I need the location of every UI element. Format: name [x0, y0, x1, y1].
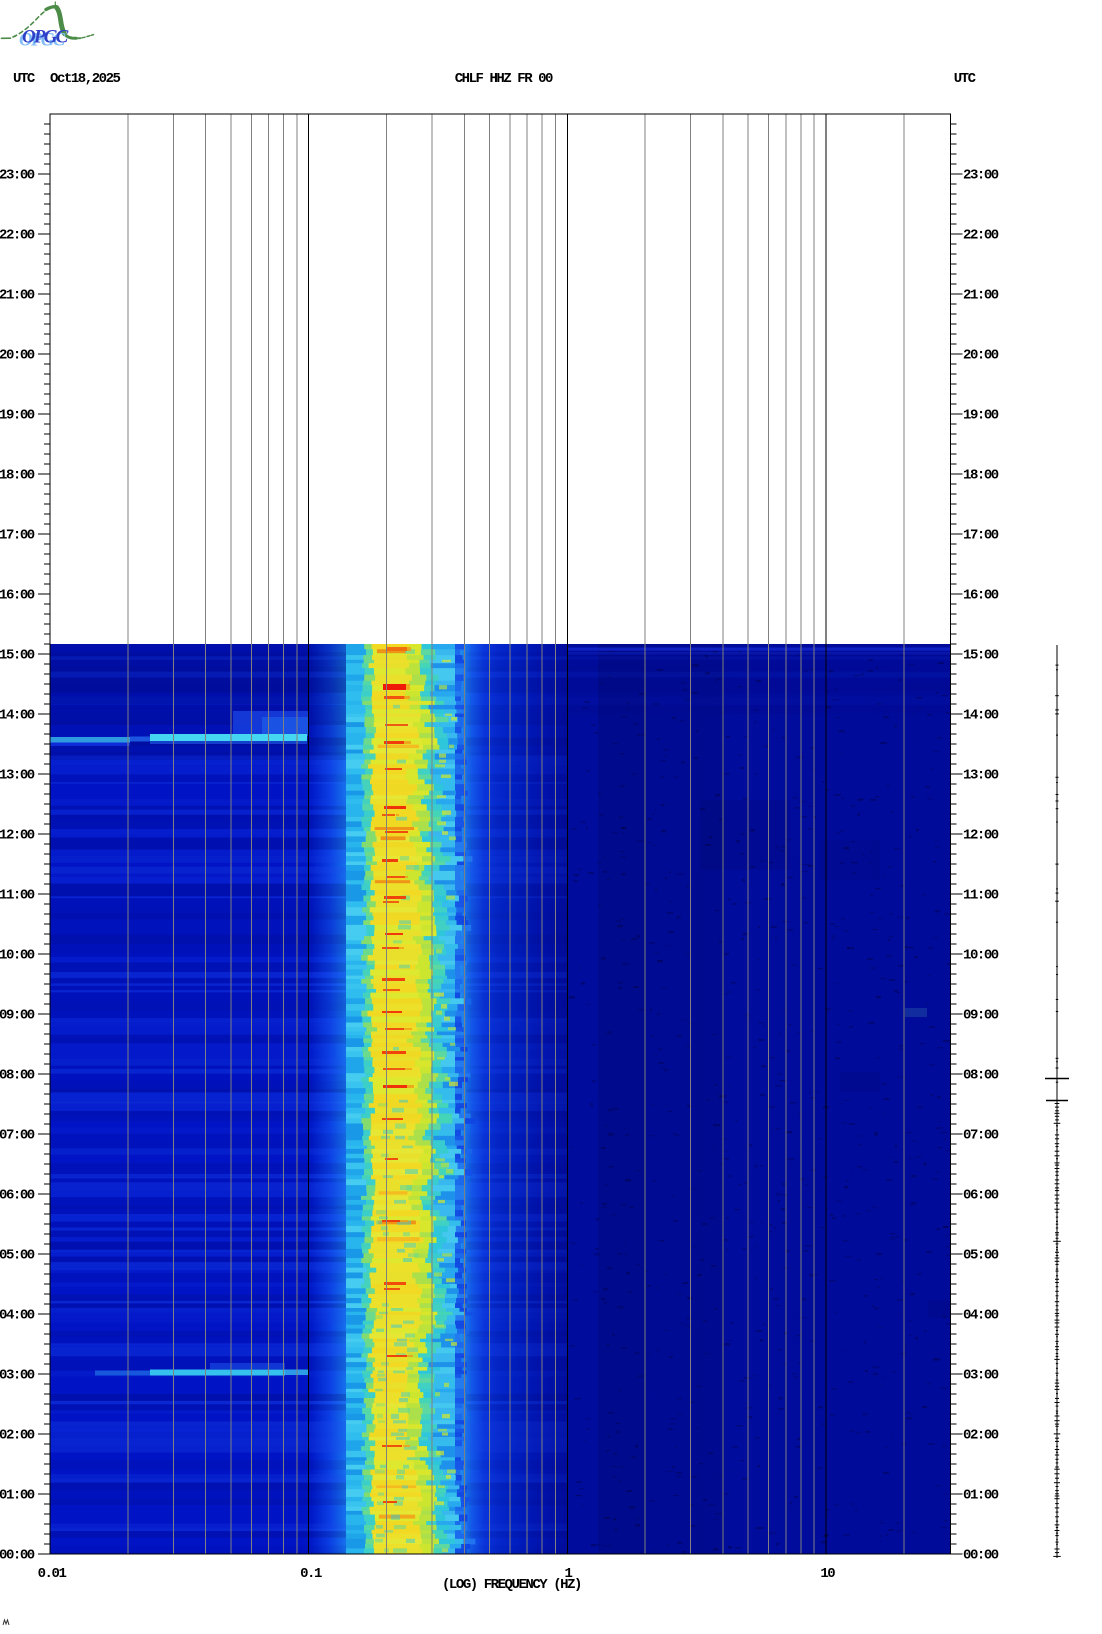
svg-text:21:00: 21:00 [0, 288, 35, 304]
svg-text:Oct18,2025: Oct18,2025 [50, 71, 121, 87]
svg-text:OPGC: OPGC [19, 29, 66, 50]
svg-text:08:00: 08:00 [0, 1068, 35, 1084]
svg-text:00:00: 00:00 [963, 1548, 999, 1564]
svg-text:UTC: UTC [954, 71, 977, 87]
svg-text:17:00: 17:00 [0, 528, 35, 544]
svg-text:09:00: 09:00 [963, 1008, 999, 1024]
svg-text:16:00: 16:00 [963, 588, 999, 604]
svg-text:07:00: 07:00 [0, 1128, 35, 1144]
svg-text:11:00: 11:00 [963, 888, 999, 904]
svg-text:17:00: 17:00 [963, 528, 999, 544]
svg-text:19:00: 19:00 [963, 408, 999, 424]
svg-text:04:00: 04:00 [0, 1308, 35, 1324]
svg-text:06:00: 06:00 [963, 1188, 999, 1204]
svg-text:10:00: 10:00 [0, 948, 35, 964]
svg-text:11:00: 11:00 [0, 888, 35, 904]
svg-text:07:00: 07:00 [963, 1128, 999, 1144]
svg-text:23:00: 23:00 [963, 168, 999, 184]
svg-text:14:00: 14:00 [0, 708, 35, 724]
svg-text:08:00: 08:00 [963, 1068, 999, 1084]
svg-text:03:00: 03:00 [963, 1368, 999, 1384]
svg-text:12:00: 12:00 [963, 828, 999, 844]
svg-text:00:00: 00:00 [0, 1548, 35, 1564]
svg-text:03:00: 03:00 [0, 1368, 35, 1384]
svg-text:02:00: 02:00 [963, 1428, 999, 1444]
svg-text:13:00: 13:00 [963, 768, 999, 784]
svg-text:OPGC: OPGC [22, 27, 69, 48]
svg-text:0.1: 0.1 [300, 1566, 322, 1582]
svg-text:02:00: 02:00 [0, 1428, 35, 1444]
svg-text:18:00: 18:00 [0, 468, 35, 484]
svg-text:14:00: 14:00 [963, 708, 999, 724]
svg-text:01:00: 01:00 [963, 1488, 999, 1504]
svg-text:10:00: 10:00 [963, 948, 999, 964]
svg-text:18:00: 18:00 [963, 468, 999, 484]
svg-text:20:00: 20:00 [963, 348, 999, 364]
svg-text:1: 1 [565, 1566, 573, 1582]
svg-text:01:00: 01:00 [0, 1488, 35, 1504]
svg-text:12:00: 12:00 [0, 828, 35, 844]
svg-text:15:00: 15:00 [963, 648, 999, 664]
svg-text:19:00: 19:00 [0, 408, 35, 424]
svg-text:15:00: 15:00 [0, 648, 35, 664]
svg-text:06:00: 06:00 [0, 1188, 35, 1204]
svg-text:UTC: UTC [13, 71, 36, 87]
svg-text:CHLF HHZ FR 00: CHLF HHZ FR 00 [455, 71, 553, 87]
svg-text:05:00: 05:00 [0, 1248, 35, 1264]
svg-text:09:00: 09:00 [0, 1008, 35, 1024]
svg-text:20:00: 20:00 [0, 348, 35, 364]
svg-text:(LOG) FREQUENCY (HZ): (LOG) FREQUENCY (HZ) [442, 1577, 581, 1593]
svg-text:13:00: 13:00 [0, 768, 35, 784]
svg-text:21:00: 21:00 [963, 288, 999, 304]
svg-text:04:00: 04:00 [963, 1308, 999, 1324]
svg-text:0.01: 0.01 [38, 1566, 67, 1582]
svg-text:22:00: 22:00 [963, 228, 999, 244]
svg-text:10: 10 [820, 1566, 835, 1582]
svg-text:05:00: 05:00 [963, 1248, 999, 1264]
svg-text:22:00: 22:00 [0, 228, 35, 244]
svg-text:16:00: 16:00 [0, 588, 35, 604]
svg-text:23:00: 23:00 [0, 168, 35, 184]
